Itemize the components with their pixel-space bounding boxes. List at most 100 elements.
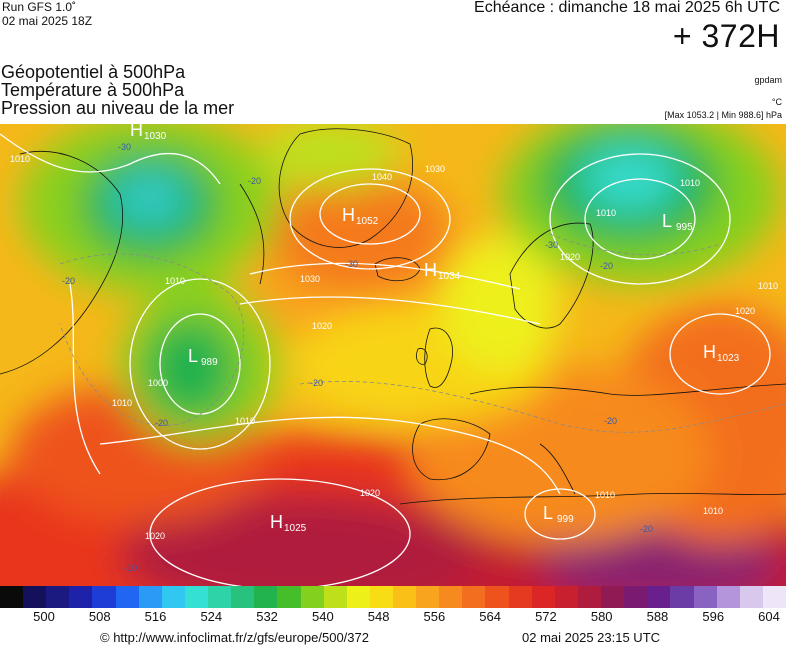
generated-time: 02 mai 2025 23:15 UTC <box>522 630 661 645</box>
isobar-label: 1020 <box>360 488 380 498</box>
color-scale-swatch <box>231 586 255 608</box>
color-scale-swatch <box>161 586 186 608</box>
pressure-center-value: 1052 <box>356 216 379 227</box>
color-scale-swatch <box>277 586 302 608</box>
color-scale-swatch <box>554 586 579 608</box>
color-scale-tick-label: 516 <box>144 609 167 624</box>
color-scale-swatch <box>92 586 117 608</box>
color-scale-swatch <box>716 586 741 608</box>
color-scale-swatch <box>300 586 325 608</box>
isobar-label: 1020 <box>560 252 580 262</box>
pressure-center-value: 995 <box>676 222 693 233</box>
color-scale-swatch <box>601 586 625 608</box>
color-scale-swatch <box>346 586 371 608</box>
isobar-label: 1010 <box>235 416 255 426</box>
italy-coast <box>539 443 576 495</box>
color-scale-swatch <box>462 586 486 608</box>
color-scale-swatch <box>46 586 70 608</box>
temperature-labels: -30 -30 -30 -20 -20 -20 -20 -20 -20 -20 … <box>62 142 653 573</box>
pressure-center-type: L <box>188 346 198 366</box>
temperature-label: -20 <box>248 176 261 186</box>
temperature-label: -20 <box>640 524 653 534</box>
color-scale-swatch <box>138 586 163 608</box>
layer-list: Géopotentiel à 500hPa Température à 500h… <box>1 63 234 117</box>
color-scale-swatch <box>508 586 533 608</box>
pressure-centers: H 1030 H 1052 H 1034 L 995 L 989 H 1023 … <box>130 124 740 534</box>
color-scale-swatch <box>739 586 764 608</box>
color-scale-tick-label: 596 <box>702 609 725 624</box>
temperature-label: -20 <box>155 418 168 428</box>
isotherms <box>59 233 786 433</box>
color-scale-bar <box>0 586 786 608</box>
isobar-labels: 1010 1040 1030 1010 1010 1030 1020 1010 … <box>10 154 778 541</box>
color-scale-tick-label: 572 <box>535 609 557 624</box>
color-scale-tick-label: 588 <box>646 609 669 624</box>
color-scale-swatch <box>323 586 348 608</box>
color-scale-ticks: 500 508 516 524 532 540 548 556 564 572 580 588 596 6… <box>0 609 786 625</box>
north-america-coast <box>0 151 124 375</box>
pressure-center-type: H <box>270 512 283 532</box>
pressure-center-value: 989 <box>201 357 218 368</box>
color-scale-swatch <box>208 586 232 608</box>
color-scale-swatch <box>393 586 417 608</box>
isobar-label: 1010 <box>703 506 723 516</box>
color-scale-tick-label: 556 <box>423 609 446 624</box>
isobar-label: 1010 <box>112 398 132 408</box>
color-scale-swatch <box>693 586 718 608</box>
color-scale-swatch <box>647 586 671 608</box>
pressure-center-value: 1034 <box>438 271 461 282</box>
unit-temperature: °C <box>771 97 782 107</box>
pressure-center-type: H <box>424 260 437 280</box>
unit-pressure: [Max 1053.2 | Min 988.6] hPa <box>664 110 782 120</box>
isobar-label: 1040 <box>372 172 392 182</box>
run-date: 02 mai 2025 18Z <box>2 14 93 28</box>
temperature-label: -30 <box>118 142 131 152</box>
color-scale-tick-label: 532 <box>256 609 278 624</box>
color-scale-swatch <box>624 586 648 608</box>
pressure-center-type: H <box>342 205 355 225</box>
isobar-label: 1010 <box>10 154 30 164</box>
pressure-center-type: H <box>703 342 716 362</box>
layer-pressure: Pression au niveau de la mer <box>1 98 235 118</box>
color-scale-swatch <box>531 586 556 608</box>
color-scale-tick-label: 564 <box>479 609 501 624</box>
isobars <box>0 133 771 586</box>
forecast-valid-time: Echéance : dimanche 18 mai 2025 6h UTC <box>474 0 780 16</box>
source-link[interactable]: © http://www.infoclimat.fr/z/gfs/europe/… <box>100 630 369 645</box>
layer-geopotential: Géopotentiel à 500hPa <box>1 62 186 82</box>
color-scale-tick-label: 508 <box>88 609 111 624</box>
color-scale-swatch <box>416 586 440 608</box>
forecast-lead-time: + 372H <box>672 18 780 54</box>
forecast-map[interactable]: H 1030 H 1052 H 1034 L 995 L 989 H 1023 … <box>0 124 786 586</box>
isobar-label: 1020 <box>735 306 755 316</box>
run-info: Run GFS 1.0˚ 02 mai 2025 18Z <box>2 0 92 28</box>
temperature-label: -30 <box>545 240 558 250</box>
isobar-label: 1010 <box>165 276 185 286</box>
pressure-center-value: 999 <box>557 514 574 525</box>
color-scale-swatch <box>670 586 695 608</box>
temperature-label: -30 <box>345 259 358 269</box>
iberia-coast <box>412 418 491 481</box>
temperature-label: -10 <box>124 563 137 573</box>
greenland-coast <box>278 128 413 248</box>
color-scale-tick-label: 604 <box>758 609 780 624</box>
temperature-label: -20 <box>604 416 617 426</box>
pressure-center-type: L <box>543 503 553 523</box>
pressure-center-value: 1025 <box>284 523 307 534</box>
europe-north-coast <box>469 383 786 396</box>
pressure-center-value: 1023 <box>717 353 740 364</box>
isobar-label: 1010 <box>758 281 778 291</box>
isobar-label: 1030 <box>425 164 445 174</box>
color-scale-swatch <box>762 586 786 608</box>
run-model: Run GFS 1.0˚ <box>2 0 77 14</box>
isobar-label: 1020 <box>145 531 165 541</box>
color-scale-swatch <box>69 586 93 608</box>
color-scale-tick-label: 580 <box>590 609 613 624</box>
color-scale-tick-label: 500 <box>33 609 55 624</box>
temperature-label: -20 <box>62 276 75 286</box>
temperature-label: -20 <box>600 261 613 271</box>
color-scale-swatch <box>485 586 510 608</box>
isobar-label: 1000 <box>148 378 168 388</box>
ireland-coast <box>416 348 428 365</box>
unit-geopotential: gpdam <box>754 75 782 85</box>
